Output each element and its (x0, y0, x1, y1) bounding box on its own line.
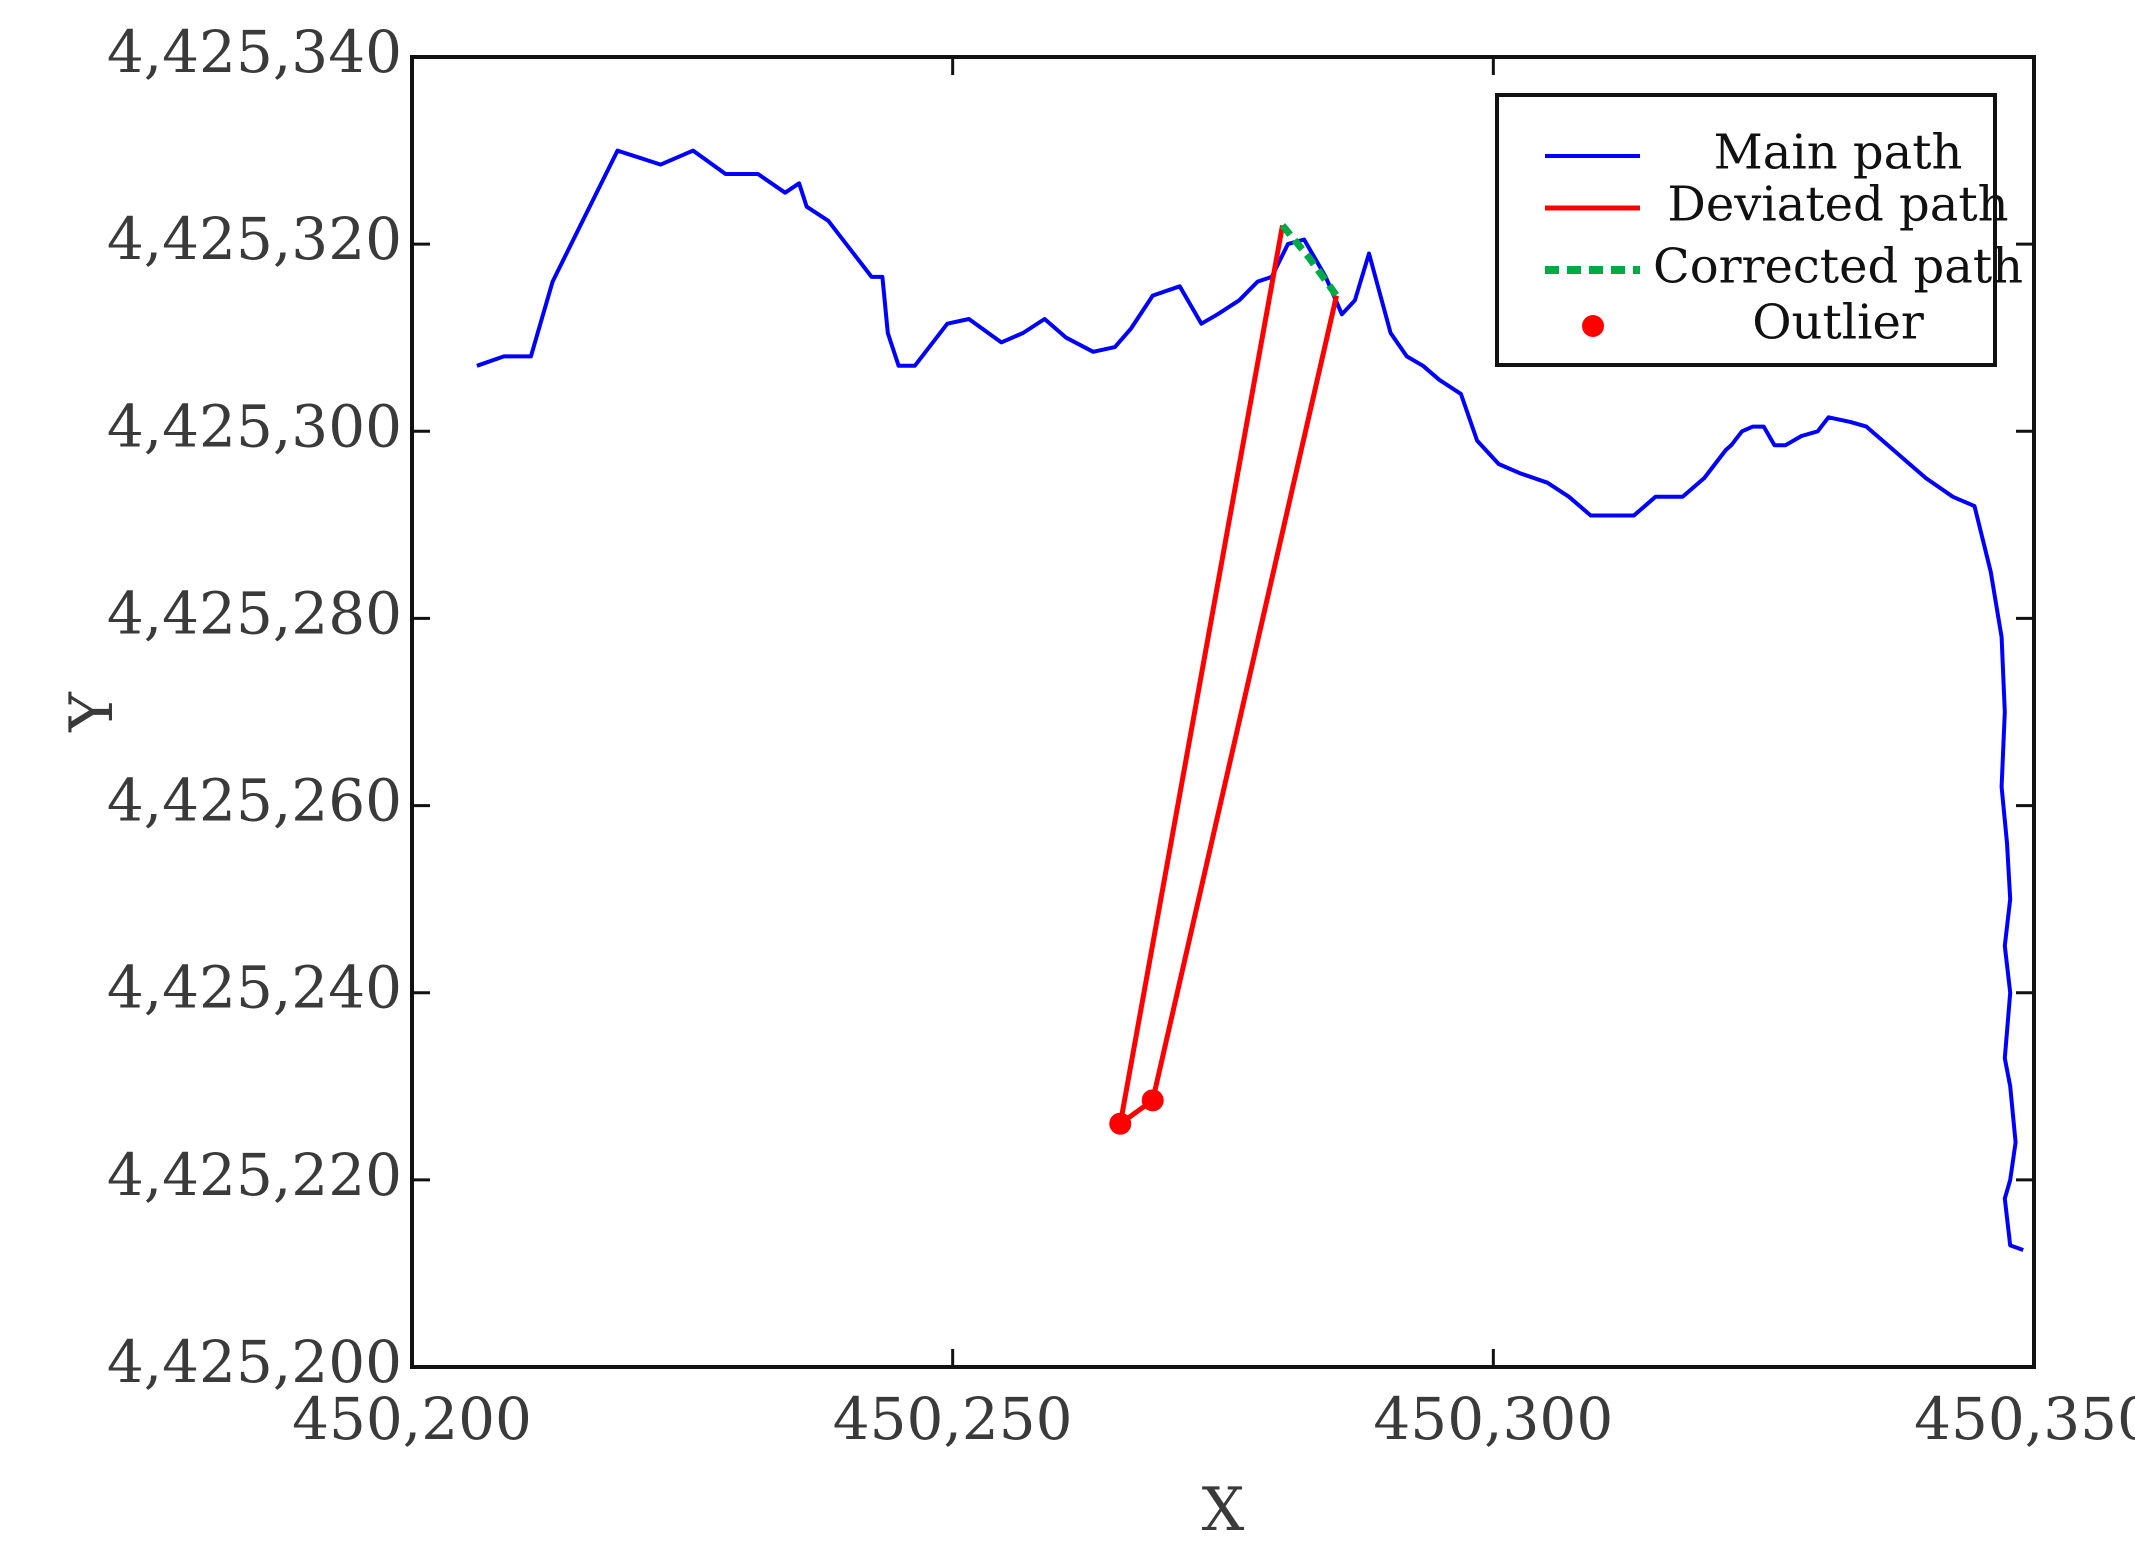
x-tick-label: 450,200 (292, 1385, 532, 1453)
outlier-point (1109, 1112, 1132, 1135)
legend: Main path Deviated path Corrected path O… (1495, 93, 2023, 367)
legend-label-main-path: Main path (1714, 125, 1963, 181)
y-tick-label: 4,425,200 (107, 1328, 402, 1396)
y-tick-label: 4,425,320 (107, 205, 402, 273)
y-tick-label: 4,425,300 (107, 392, 402, 460)
x-tick-label: 450,300 (1373, 1385, 1613, 1453)
legend-swatch-outlier (1582, 315, 1604, 337)
legend-label-outlier: Outlier (1752, 295, 1924, 351)
outlier-point (1141, 1089, 1164, 1112)
legend-label-deviated-path: Deviated path (1667, 177, 2008, 233)
series-layer (476, 148, 2024, 1252)
plot-frame (410, 55, 2036, 1369)
deviated-path-line (1117, 224, 1339, 1127)
x-tick-label: 450,250 (833, 1385, 1073, 1453)
y-tick-label: 4,425,240 (107, 954, 402, 1022)
x-tick-label: 450,350 (1914, 1385, 2135, 1453)
x-axis-title: X (1202, 1475, 1245, 1545)
corrected-path-line (1279, 223, 1340, 298)
y-axis-title: Y (57, 691, 127, 733)
tick-labels: 450,200 450,250 450,300 450,350 4,425,200 4,4… (107, 18, 2135, 1453)
y-tick-label: 4,425,220 (107, 1141, 402, 1209)
main-path-line (476, 148, 2024, 1252)
legend-label-corrected-path: Corrected path (1653, 239, 2023, 295)
y-tick-label: 4,425,280 (107, 579, 402, 647)
y-tick-label: 4,425,340 (107, 18, 402, 86)
legend-box (1495, 93, 1997, 367)
y-tick-label: 4,425,260 (107, 767, 402, 835)
